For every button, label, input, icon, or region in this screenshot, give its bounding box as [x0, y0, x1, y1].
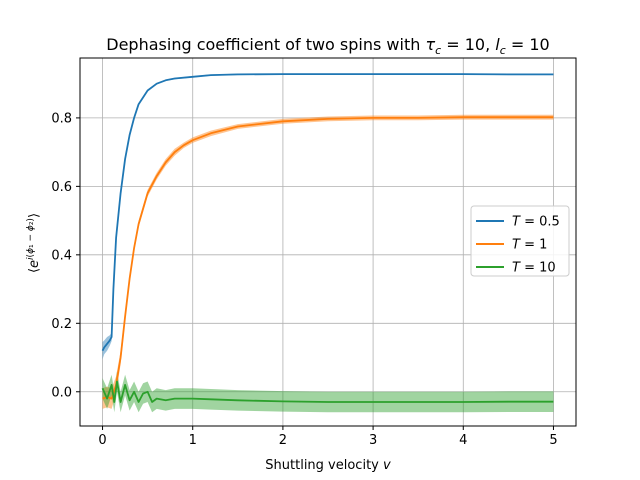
x-ticks: 0 1 2 3 4 5	[98, 426, 558, 448]
legend-box	[470, 205, 570, 277]
chart-title: Dephasing coefficient of two spins with …	[106, 35, 549, 57]
series-lines	[101, 73, 554, 403]
series-line-2	[101, 380, 554, 403]
legend-label-1: T = 1	[512, 238, 547, 253]
legend-label-2: T = 10	[512, 261, 556, 276]
series-line-1	[102, 116, 554, 400]
y-axis-label: ⟨ei(ϕ₁ − ϕ₂)⟩	[26, 213, 42, 273]
legend: T = 0.5 T = 1 T = 10	[470, 205, 570, 277]
series-line-0	[101, 73, 554, 352]
x-tick-label: 3	[369, 433, 377, 448]
y-tick-label: 0.6	[51, 180, 72, 195]
x-axis-label: Shuttling velocity v	[265, 458, 391, 473]
legend-label-0: T = 0.5	[512, 215, 560, 230]
x-tick-label: 2	[279, 433, 287, 448]
x-tick-label: 5	[549, 433, 557, 448]
x-tick-label: 4	[459, 433, 467, 448]
y-tick-label: 0.8	[51, 111, 72, 126]
y-tick-label: 0.2	[51, 317, 72, 332]
plot-frame	[79, 57, 577, 427]
y-tick-label: 0.4	[51, 248, 72, 263]
y-tick-label: 0.0	[51, 385, 72, 400]
x-tick-label: 0	[98, 433, 106, 448]
x-tick-label: 1	[189, 433, 197, 448]
y-ticks: 0.0 0.2 0.4 0.6 0.8	[51, 111, 80, 400]
